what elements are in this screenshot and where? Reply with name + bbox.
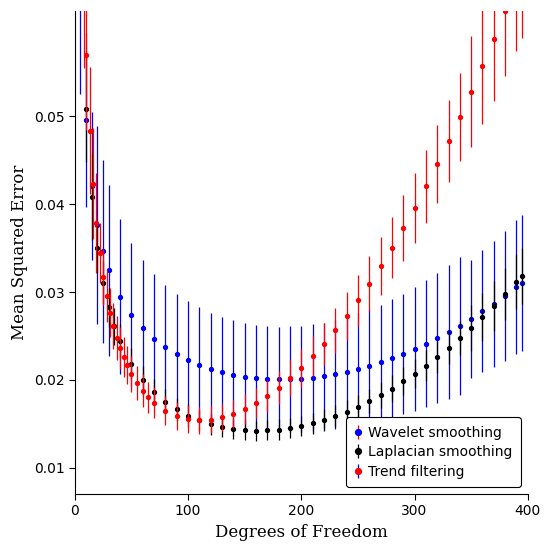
Legend: Wavelet smoothing, Laplacian smoothing, Trend filtering: Wavelet smoothing, Laplacian smoothing, … <box>346 417 521 487</box>
X-axis label: Degrees of Freedom: Degrees of Freedom <box>215 524 388 541</box>
Y-axis label: Mean Squared Error: Mean Squared Error <box>11 165 28 340</box>
